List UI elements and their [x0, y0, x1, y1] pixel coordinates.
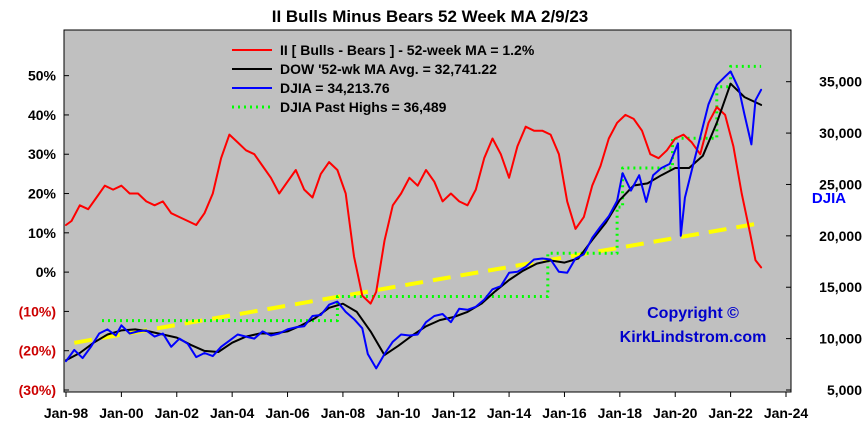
left-tick-label: (20%): [19, 343, 56, 359]
right-tick-label: 25,000: [819, 176, 862, 192]
right-tick-label: 30,000: [819, 125, 862, 141]
left-tick-label: 30%: [28, 146, 57, 162]
right-tick-label: 10,000: [819, 331, 862, 347]
legend-entry-2: DOW '52-wk MA Avg. = 32,741.22: [280, 61, 497, 77]
x-tick-label: Jan-10: [376, 405, 421, 421]
x-tick-label: Jan-20: [653, 405, 698, 421]
djia-line: [65, 70, 763, 370]
x-tick-label: Jan-18: [598, 405, 643, 421]
x-tick-label: Jan-02: [155, 405, 200, 421]
left-tick-label: 0%: [36, 264, 57, 280]
x-tick-label: Jan-06: [265, 405, 310, 421]
legend-entry-3: DJIA = 34,213.76: [280, 80, 390, 96]
x-tick-label: Jan-04: [210, 405, 255, 421]
right-tick-label: 15,000: [819, 279, 862, 295]
legend-entry-1: II [ Bulls - Bears ] - 52-week MA = 1.2%: [280, 42, 535, 58]
x-tick-label: Jan-22: [708, 405, 753, 421]
copyright-site: KirkLindstrom.com: [620, 329, 767, 346]
left-tick-label: 40%: [28, 107, 57, 123]
trend-line: [73, 221, 762, 345]
legend-entry-4: DJIA Past Highs = 36,489: [280, 99, 447, 115]
left-tick-label: (30%): [19, 382, 56, 398]
left-tick-label: (10%): [19, 303, 56, 319]
right-axis-label: DJIA: [812, 190, 846, 207]
bulls-bears-line: [65, 106, 763, 305]
x-tick-label: Jan-24: [764, 405, 809, 421]
left-axis: 50% 40% 30% 20% 10% 0% (10%) (20%) (30%): [19, 68, 69, 398]
x-tick-label: Jan-00: [99, 405, 144, 421]
right-tick-label: 20,000: [819, 228, 862, 244]
x-axis: Jan-98 Jan-00 Jan-02 Jan-04 Jan-06 Jan-08 Jan-…: [44, 392, 809, 421]
chart-title: II Bulls Minus Bears 52 Week MA 2/9/23: [272, 7, 589, 26]
copyright-line: Copyright ©: [647, 305, 739, 322]
legend: II [ Bulls - Bears ] - 52-week MA = 1.2%…: [232, 42, 535, 115]
left-tick-label: 50%: [28, 68, 57, 84]
x-tick-label: Jan-14: [487, 405, 532, 421]
series-layer: [65, 64, 763, 370]
x-tick-label: Jan-08: [321, 405, 366, 421]
x-tick-label: Jan-16: [542, 405, 587, 421]
right-axis: 35,000 30,000 25,000 20,000 15,000 10,000 5,00…: [786, 74, 862, 398]
left-tick-label: 10%: [28, 225, 57, 241]
plot-area: [63, 29, 792, 393]
right-tick-label: 5,000: [827, 382, 862, 398]
x-tick-label: Jan-98: [44, 405, 89, 421]
right-tick-label: 35,000: [819, 74, 862, 90]
x-tick-label: Jan-12: [432, 405, 477, 421]
left-tick-label: 20%: [28, 186, 57, 202]
